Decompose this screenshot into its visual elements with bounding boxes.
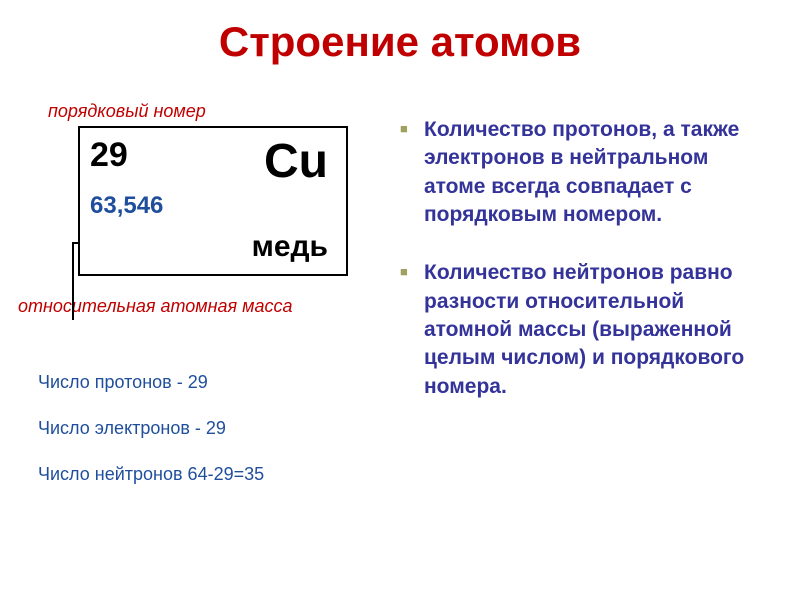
list-item: Количество протонов, а также электронов … <box>400 116 770 229</box>
callout-line <box>72 242 74 320</box>
list-item: Количество нейтронов равно разности отно… <box>400 259 770 401</box>
atomic-number-value: 29 <box>90 136 128 175</box>
atomic-mass-value: 63,546 <box>90 192 163 220</box>
element-symbol: Cu <box>264 134 328 189</box>
electron-count: Число электронов - 29 <box>38 418 388 439</box>
element-name: медь <box>252 230 328 264</box>
bullet-list: Количество протонов, а также электронов … <box>400 116 770 401</box>
content-area: порядковый номер 29 Cu 63,546 медь относ… <box>0 66 800 586</box>
neutron-count: Число нейтронов 64-29=35 <box>38 464 388 485</box>
left-column: порядковый номер 29 Cu 63,546 медь относ… <box>18 101 388 510</box>
atomic-number-label: порядковый номер <box>48 101 388 122</box>
page-title: Строение атомов <box>0 0 800 66</box>
counts-block: Число протонов - 29 Число электронов - 2… <box>38 372 388 485</box>
proton-count: Число протонов - 29 <box>38 372 388 393</box>
right-column: Количество протонов, а также электронов … <box>400 116 770 431</box>
element-cell: 29 Cu 63,546 медь <box>78 126 348 276</box>
